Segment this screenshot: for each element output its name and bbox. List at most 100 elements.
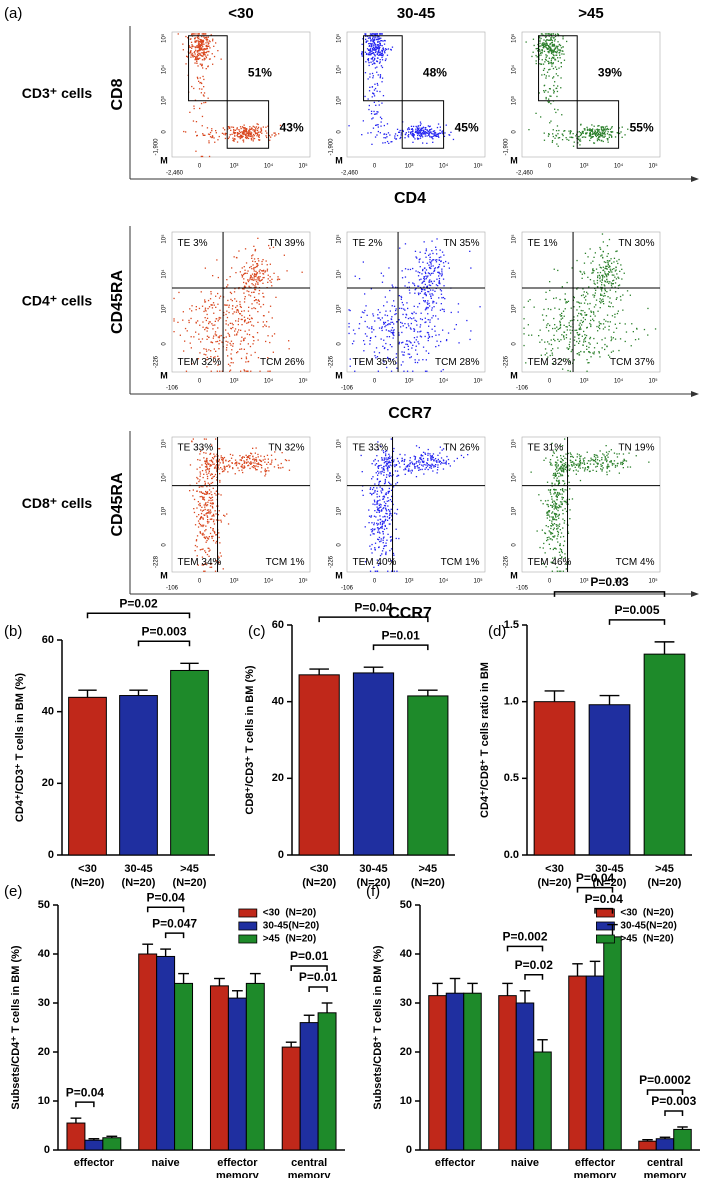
quadrant-label: TCM 28% [435, 357, 480, 368]
event-dot [421, 273, 422, 274]
event-dot [219, 136, 220, 137]
event-dot [205, 301, 206, 302]
x-tick-note: (N=20) [71, 877, 105, 889]
event-dot [558, 68, 559, 69]
event-dot [419, 457, 420, 458]
event-dot [268, 459, 269, 460]
event-dot [523, 328, 524, 329]
marker-m: M [510, 370, 518, 380]
event-dot [557, 339, 558, 340]
event-dot [603, 267, 604, 268]
event-dot [543, 503, 544, 504]
event-dot [555, 473, 556, 474]
event-dot [599, 328, 600, 329]
event-dot [201, 48, 202, 49]
event-dot [257, 332, 258, 333]
event-dot [407, 344, 408, 345]
event-dot [615, 324, 616, 325]
event-dot [432, 283, 433, 284]
event-dot [548, 69, 549, 70]
event-dot [196, 63, 197, 64]
event-dot [223, 462, 224, 463]
event-dot [552, 57, 553, 58]
event-dot [427, 263, 428, 264]
event-dot [209, 513, 210, 514]
event-dot [612, 306, 613, 307]
event-dot [227, 317, 228, 318]
event-dot [380, 519, 381, 520]
event-dot [249, 334, 250, 335]
event-dot [424, 293, 425, 294]
event-dot [185, 131, 186, 132]
event-dot [382, 524, 383, 525]
event-dot [554, 340, 555, 341]
event-dot [191, 336, 192, 337]
column-title: >45 [578, 5, 603, 22]
event-dot [599, 356, 600, 357]
event-dot [376, 503, 377, 504]
event-dot [248, 343, 249, 344]
event-dot [523, 307, 524, 308]
event-dot [444, 132, 445, 133]
event-dot [420, 293, 421, 294]
event-dot [247, 290, 248, 291]
event-dot [584, 263, 585, 264]
event-dot [555, 112, 556, 113]
event-dot [204, 354, 205, 355]
event-dot [429, 337, 430, 338]
event-dot [228, 523, 229, 524]
event-dot [205, 526, 206, 527]
event-dot [603, 454, 604, 455]
event-dot [548, 75, 549, 76]
event-dot [408, 353, 409, 354]
event-dot [193, 489, 194, 490]
event-dot [411, 323, 412, 324]
event-dot [609, 301, 610, 302]
event-dot [219, 482, 220, 483]
event-dot [552, 511, 553, 512]
event-dot [399, 308, 400, 309]
event-dot [376, 487, 377, 488]
event-dot [550, 309, 551, 310]
event-dot [373, 75, 374, 76]
event-dot [207, 328, 208, 329]
event-dot [203, 477, 204, 478]
event-dot [422, 319, 423, 320]
event-dot [546, 325, 547, 326]
event-dot [202, 306, 203, 307]
event-dot [438, 135, 439, 136]
event-dot [427, 460, 428, 461]
event-dot [577, 315, 578, 316]
event-dot [387, 505, 388, 506]
event-dot [624, 134, 625, 135]
event-dot [446, 456, 447, 457]
event-dot [260, 306, 261, 307]
event-dot [441, 273, 442, 274]
x-min-label: -106 [166, 386, 179, 392]
event-dot [427, 465, 428, 466]
event-dot [380, 132, 381, 133]
event-dot [584, 469, 585, 470]
event-dot [270, 276, 271, 277]
event-dot [194, 512, 195, 513]
event-dot [422, 136, 423, 137]
event-dot [588, 286, 589, 287]
event-dot [353, 330, 354, 331]
event-dot [579, 325, 580, 326]
event-dot [201, 291, 202, 292]
event-dot [263, 296, 264, 297]
event-dot [385, 48, 386, 49]
event-dot [253, 269, 254, 270]
event-dot [191, 305, 192, 306]
event-dot [557, 525, 558, 526]
event-dot [381, 510, 382, 511]
event-dot [183, 131, 184, 132]
event-dot [580, 351, 581, 352]
event-dot [244, 317, 245, 318]
event-dot [601, 459, 602, 460]
event-dot [415, 362, 416, 363]
event-dot [258, 357, 259, 358]
event-dot [245, 135, 246, 136]
event-dot [414, 342, 415, 343]
event-dot [621, 278, 622, 279]
